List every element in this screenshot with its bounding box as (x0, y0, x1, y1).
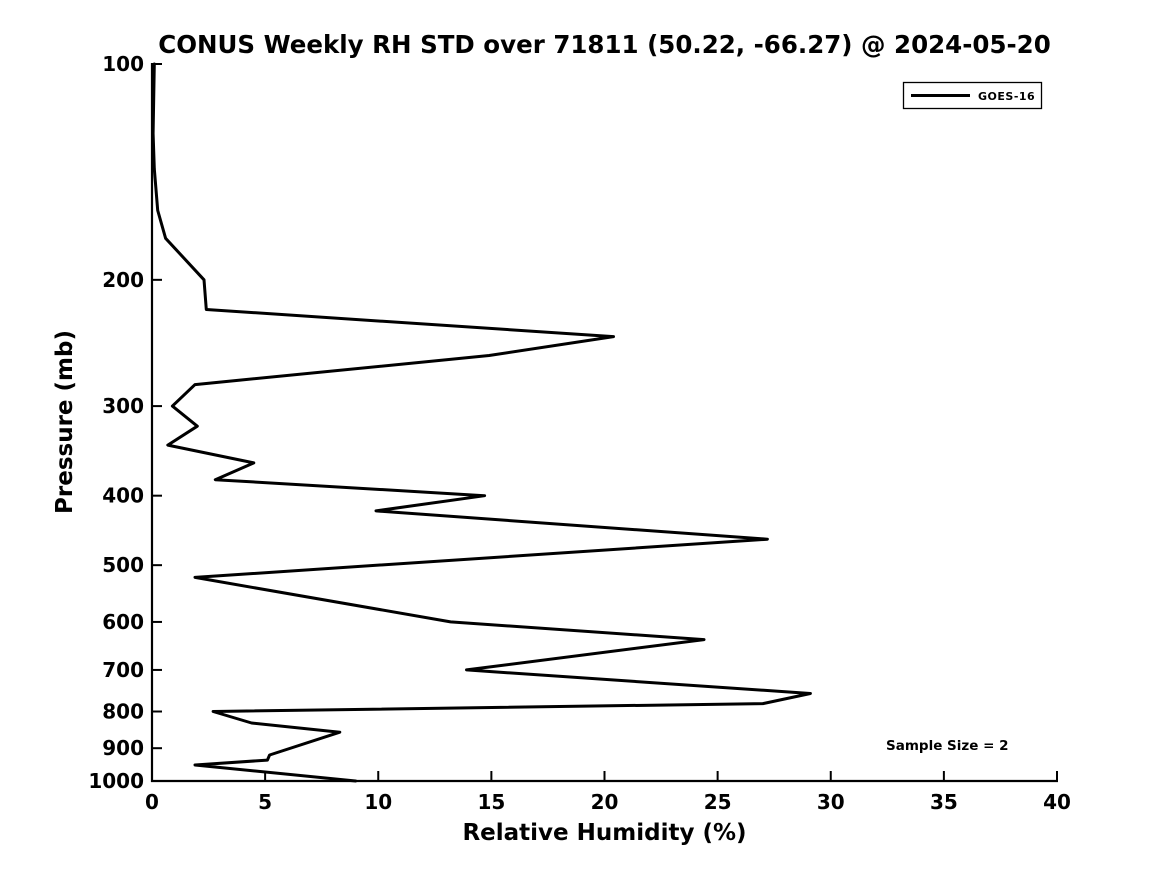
x-tick-label: 35 (930, 790, 958, 814)
sample-size-annotation: Sample Size = 2 (886, 738, 1009, 754)
x-tick-label: 0 (145, 790, 159, 814)
x-tick-label: 15 (477, 790, 505, 814)
y-tick-label: 600 (102, 610, 144, 634)
y-tick-label: 800 (102, 700, 144, 724)
legend: GOES-16 (902, 81, 1043, 110)
x-tick-label: 30 (817, 790, 845, 814)
x-tick-label: 20 (591, 790, 619, 814)
y-axis-label: Pressure (mb) (52, 330, 78, 514)
goes16-rh-std-curve (151, 62, 812, 783)
x-tick-label: 10 (364, 790, 392, 814)
x-axis-label: Relative Humidity (%) (462, 820, 746, 846)
y-tick-label: 400 (102, 484, 144, 508)
chart-title: CONUS Weekly RH STD over 71811 (50.22, -… (158, 30, 1051, 59)
x-tick-label: 40 (1043, 790, 1071, 814)
y-tick-label: 300 (102, 394, 144, 418)
y-tick-label: 500 (102, 553, 144, 577)
y-tick-label: 700 (102, 658, 144, 682)
y-tick-label: 100 (102, 52, 144, 76)
legend-entry-label: GOES-16 (978, 90, 1035, 103)
x-tick-label: 25 (704, 790, 732, 814)
y-axis-ticks: 100 200 300 400 500 600 700 800 900 1000 (88, 52, 162, 793)
x-tick-label: 5 (258, 790, 272, 814)
x-axis-ticks: 0 5 10 15 20 25 30 35 40 (145, 771, 1071, 814)
y-tick-label: 900 (102, 736, 144, 760)
y-tick-label: 1000 (88, 769, 144, 793)
y-tick-label: 200 (102, 268, 144, 292)
